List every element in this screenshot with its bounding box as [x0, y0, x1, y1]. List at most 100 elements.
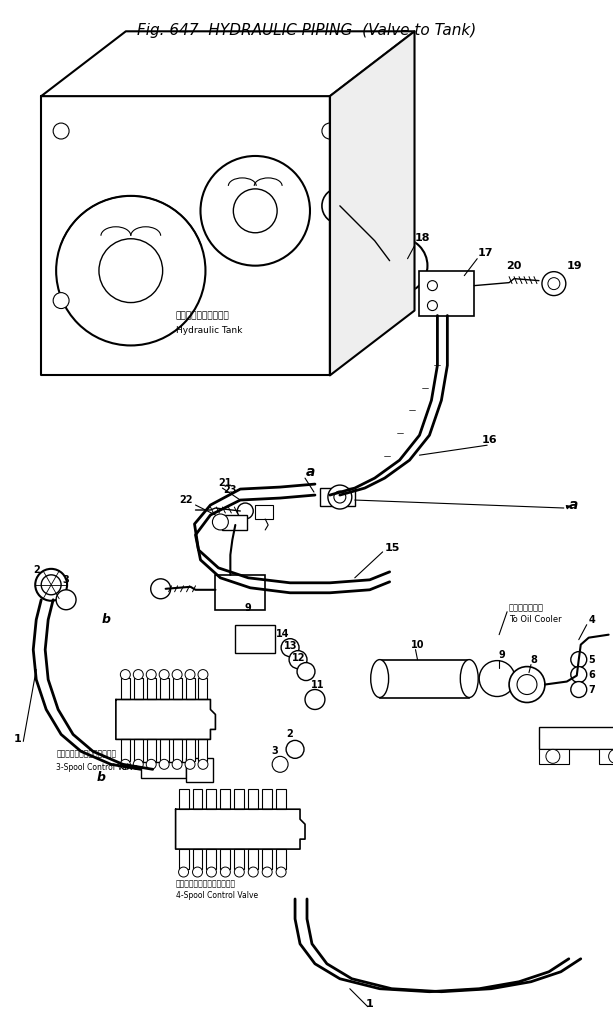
- Circle shape: [281, 639, 299, 657]
- Text: 3-Spool Control Valve: 3-Spool Control Valve: [56, 762, 138, 772]
- Bar: [248, 789, 258, 809]
- Bar: [255, 505, 273, 519]
- Circle shape: [172, 759, 182, 770]
- Polygon shape: [330, 31, 414, 376]
- Bar: [179, 849, 188, 870]
- Bar: [235, 789, 244, 809]
- Text: 23: 23: [223, 485, 237, 495]
- Bar: [185, 677, 195, 700]
- Bar: [262, 789, 272, 809]
- Circle shape: [427, 300, 437, 311]
- Polygon shape: [41, 31, 414, 96]
- Ellipse shape: [371, 660, 389, 698]
- Circle shape: [120, 759, 130, 770]
- Circle shape: [220, 867, 230, 877]
- Circle shape: [276, 867, 286, 877]
- Circle shape: [172, 670, 182, 679]
- Text: 12: 12: [292, 652, 306, 663]
- Circle shape: [201, 156, 310, 265]
- Text: Hydraulic Tank: Hydraulic Tank: [176, 326, 242, 335]
- Bar: [220, 789, 230, 809]
- Circle shape: [206, 867, 216, 877]
- Bar: [179, 789, 188, 809]
- Text: 15: 15: [384, 543, 400, 553]
- Circle shape: [371, 238, 427, 293]
- Text: スプールコントロールバルブ: スプールコントロールバルブ: [56, 750, 116, 758]
- Circle shape: [286, 741, 304, 758]
- Text: 5: 5: [589, 654, 596, 665]
- Bar: [173, 677, 182, 700]
- Bar: [141, 762, 185, 778]
- Text: オイルクーラへ: オイルクーラへ: [509, 603, 544, 612]
- Bar: [539, 728, 614, 749]
- Circle shape: [548, 278, 560, 289]
- Text: ハイドロリックタンク: ハイドロリックタンク: [176, 311, 230, 320]
- Bar: [160, 740, 169, 761]
- Text: 22: 22: [179, 495, 192, 505]
- Text: スプールコントロールバルブ: スプールコントロールバルブ: [176, 880, 236, 888]
- Circle shape: [120, 670, 130, 679]
- Bar: [206, 849, 216, 870]
- Circle shape: [509, 667, 545, 703]
- Text: 1: 1: [366, 999, 373, 1008]
- Circle shape: [56, 590, 76, 610]
- Bar: [206, 789, 216, 809]
- Circle shape: [297, 663, 315, 680]
- Bar: [134, 677, 142, 700]
- Bar: [235, 849, 244, 870]
- Bar: [160, 677, 169, 700]
- Text: 3: 3: [272, 746, 279, 756]
- Circle shape: [53, 123, 69, 139]
- Circle shape: [133, 670, 143, 679]
- Bar: [185, 758, 214, 782]
- Circle shape: [235, 867, 244, 877]
- Circle shape: [53, 292, 69, 309]
- Text: 7: 7: [589, 684, 596, 695]
- Text: 4-Spool Control Valve: 4-Spool Control Valve: [176, 891, 258, 900]
- Circle shape: [198, 759, 208, 770]
- Bar: [599, 749, 614, 765]
- Text: To Oil Cooler: To Oil Cooler: [509, 615, 562, 625]
- Circle shape: [331, 197, 349, 215]
- Circle shape: [150, 579, 171, 599]
- Circle shape: [272, 756, 288, 773]
- Bar: [121, 677, 130, 700]
- Circle shape: [185, 670, 195, 679]
- Text: 10: 10: [411, 640, 424, 649]
- Bar: [320, 488, 355, 506]
- Bar: [276, 849, 286, 870]
- Text: 21: 21: [219, 478, 232, 488]
- Circle shape: [334, 491, 346, 503]
- Circle shape: [233, 189, 277, 233]
- Circle shape: [571, 651, 587, 668]
- Bar: [248, 849, 258, 870]
- Bar: [185, 740, 195, 761]
- Text: 19: 19: [567, 260, 583, 271]
- Circle shape: [571, 681, 587, 698]
- Bar: [235, 625, 275, 652]
- Text: 18: 18: [414, 233, 430, 243]
- Text: b: b: [96, 771, 106, 784]
- Circle shape: [262, 867, 272, 877]
- Bar: [419, 271, 474, 316]
- Text: b: b: [101, 613, 111, 627]
- Bar: [539, 749, 569, 765]
- Circle shape: [328, 485, 352, 509]
- Text: 9: 9: [499, 649, 505, 660]
- Circle shape: [159, 670, 169, 679]
- Text: 14: 14: [276, 629, 290, 639]
- Circle shape: [305, 689, 325, 709]
- Circle shape: [479, 661, 515, 697]
- Bar: [198, 677, 208, 700]
- Circle shape: [322, 188, 358, 223]
- Text: 11: 11: [311, 679, 325, 689]
- Text: 9: 9: [245, 603, 252, 612]
- Circle shape: [546, 749, 560, 764]
- Bar: [379, 660, 469, 698]
- Bar: [134, 740, 142, 761]
- Circle shape: [542, 272, 566, 295]
- Circle shape: [146, 670, 156, 679]
- Text: a: a: [305, 465, 314, 480]
- Bar: [216, 575, 265, 610]
- Circle shape: [427, 281, 437, 290]
